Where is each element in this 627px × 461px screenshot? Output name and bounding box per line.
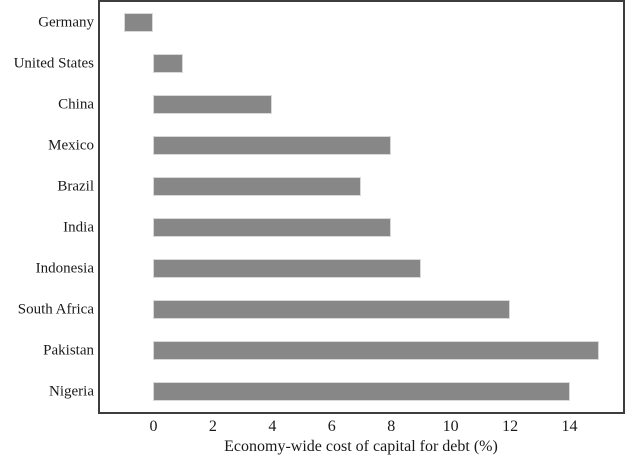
x-tick-label-6: 6 (327, 418, 336, 435)
x-tick-label-14: 14 (561, 418, 578, 435)
bar-brazil (153, 177, 362, 196)
x-tick-label-10: 10 (442, 418, 459, 435)
y-tick-label-nigeria: Nigeria (49, 383, 94, 399)
bar-india (153, 218, 392, 237)
bar-nigeria (153, 382, 570, 401)
bar-south-africa (153, 300, 511, 319)
x-tick-label-8: 8 (387, 418, 396, 435)
bar-pakistan (153, 341, 600, 360)
y-tick-label-brazil: Brazil (57, 178, 94, 194)
plot-area (98, 0, 625, 414)
y-tick-label-mexico: Mexico (48, 137, 94, 153)
y-tick-label-germany: Germany (38, 14, 94, 30)
y-tick-label-south-africa: South Africa (17, 301, 94, 317)
x-tick-label-12: 12 (502, 418, 519, 435)
bar-united-states (153, 54, 184, 73)
y-tick-label-china: China (58, 96, 94, 112)
x-tick-label-2: 2 (208, 418, 217, 435)
x-tick-label-0: 0 (149, 418, 158, 435)
bar-germany (123, 13, 154, 32)
y-tick-label-pakistan: Pakistan (43, 342, 94, 358)
x-axis-title: Economy-wide cost of capital for debt (%… (224, 438, 498, 455)
x-tick-label-4: 4 (268, 418, 277, 435)
bar-indonesia (153, 259, 421, 278)
y-axis-labels: Germany United States China Mexico Brazil Ind… (0, 0, 94, 412)
bar-mexico (153, 136, 392, 155)
bar-china (153, 95, 273, 114)
y-tick-label-united-states: United States (13, 55, 94, 71)
y-tick-label-india: India (63, 219, 94, 235)
y-tick-label-indonesia: Indonesia (35, 260, 94, 276)
